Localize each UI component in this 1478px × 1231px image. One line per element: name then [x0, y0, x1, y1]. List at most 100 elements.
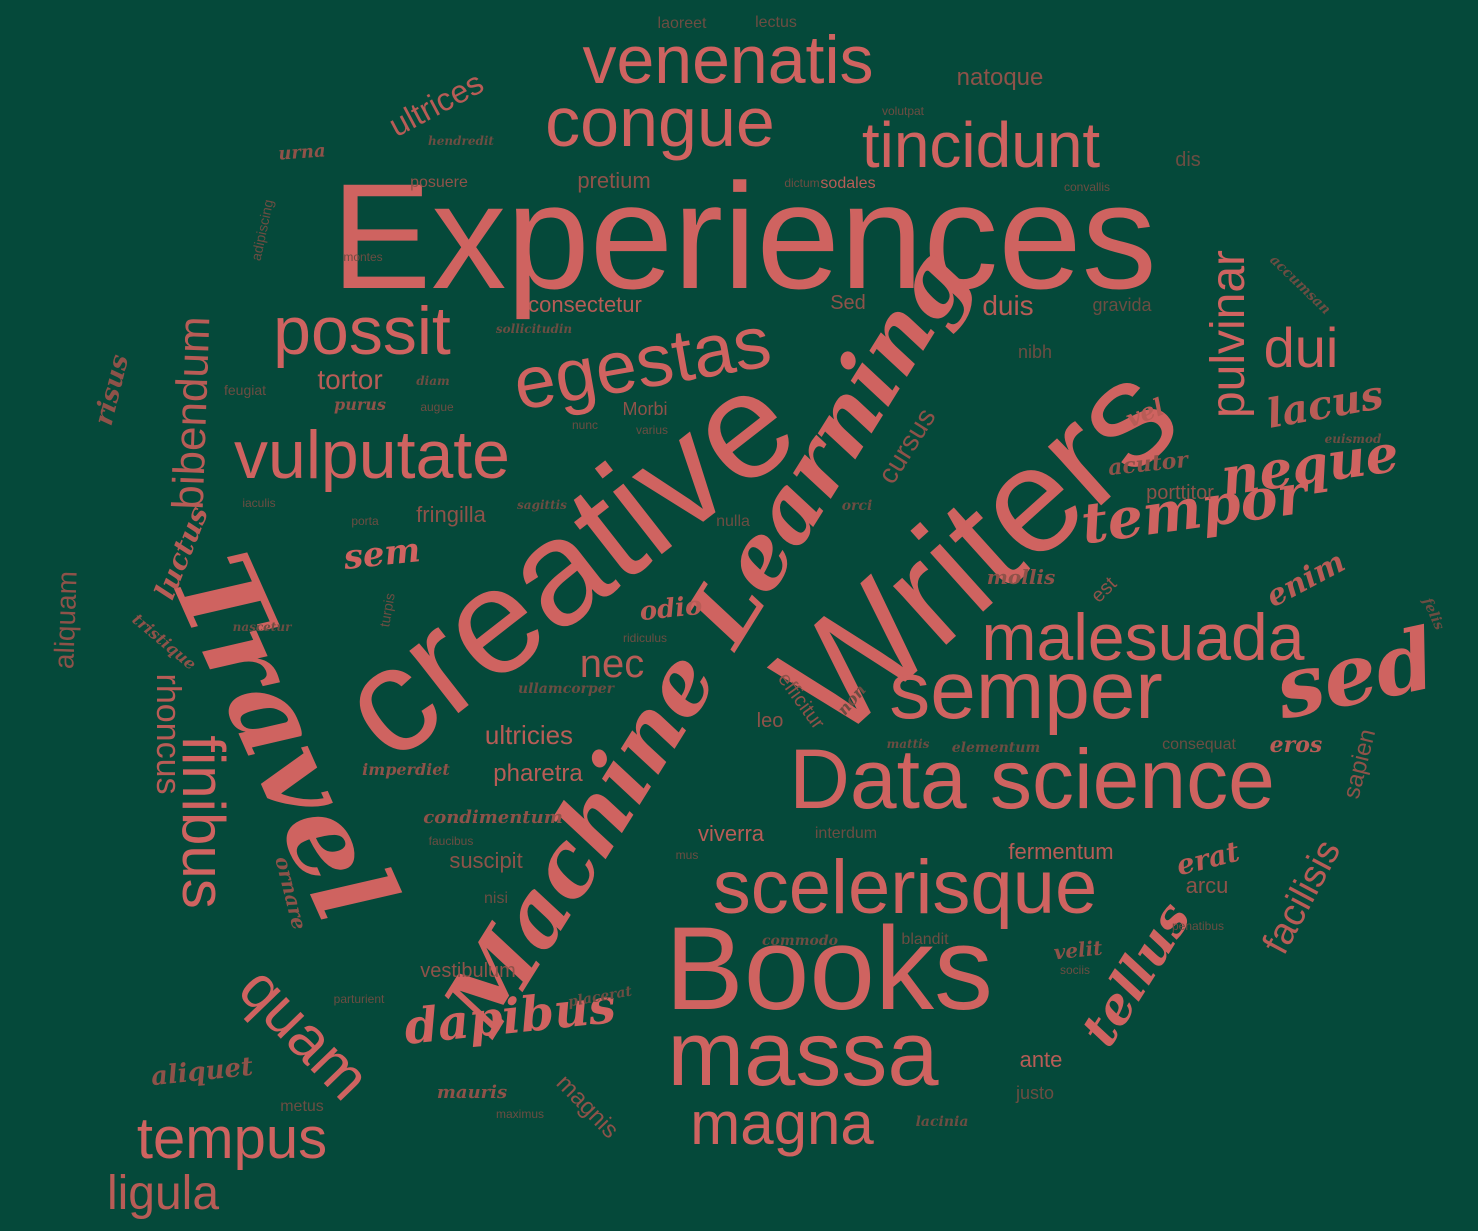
word-magnis: magnis	[550, 1069, 624, 1144]
word-odio: odio	[638, 590, 704, 628]
word-metus: metus	[280, 1098, 324, 1115]
word-lacinia: lacinia	[915, 1114, 969, 1130]
word-montes: montes	[343, 250, 383, 264]
word-posuere: posuere	[410, 174, 468, 191]
word-malesuada: malesuada	[981, 600, 1305, 674]
word-porttitor: porttitor	[1146, 482, 1214, 504]
word-consequat: consequat	[1162, 736, 1236, 753]
word-tortor: tortor	[317, 364, 383, 395]
word-bibendum: bibendum	[163, 315, 220, 511]
word-volutpat: volutpat	[881, 104, 925, 118]
word-parturient: parturient	[333, 992, 385, 1006]
word-data-science: Data science	[789, 732, 1275, 826]
word-justo: justo	[1015, 1083, 1055, 1103]
word-sociis: sociis	[1059, 963, 1091, 977]
word-nunc: nunc	[571, 418, 599, 432]
word-suscipit: suscipit	[449, 848, 523, 873]
word-mauris: mauris	[436, 1082, 508, 1103]
word-nisi: nisi	[483, 890, 509, 907]
word-laoreet: laoreet	[657, 15, 707, 32]
word-sem: sem	[341, 530, 423, 578]
word-orci: orci	[841, 498, 873, 514]
word-scelerisque: scelerisque	[712, 845, 1098, 930]
word-ridiculus: ridiculus	[622, 631, 668, 645]
word-sed: Sed	[830, 292, 866, 314]
word-aliquet: aliquet	[149, 1051, 255, 1093]
word-dui: dui	[1263, 316, 1339, 379]
word-maximus: maximus	[495, 1107, 545, 1121]
word-ullamcorper: ullamcorper	[517, 681, 615, 697]
word-velit: velit	[1052, 935, 1104, 965]
word-tempus: tempus	[136, 1106, 328, 1171]
word-mattis: mattis	[886, 737, 930, 751]
word-nibh: nibh	[1017, 342, 1053, 362]
word-feugiat: feugiat	[223, 382, 267, 398]
word-iaculis: iaculis	[242, 496, 276, 510]
word-massa: massa	[667, 1003, 939, 1105]
word-rhoncus: rhoncus	[149, 673, 187, 795]
word-accumsan: accumsan	[1266, 252, 1334, 318]
word-eros: eros	[1269, 732, 1323, 758]
word-augue: augue	[420, 400, 454, 414]
word-possit: possit	[273, 293, 451, 369]
word-pharetra: pharetra	[493, 760, 583, 787]
word-erat: erat	[1173, 834, 1243, 883]
word-vulputate: vulputate	[234, 417, 510, 493]
word-sapien: sapien	[1337, 726, 1382, 802]
word-urna: urna	[277, 140, 327, 165]
word-aliquam: aliquam	[48, 570, 83, 670]
word-purus: purus	[334, 395, 386, 414]
word-sagittis: sagittis	[517, 498, 567, 512]
word-dis: dis	[1175, 149, 1201, 171]
word-fermentum: fermentum	[1008, 839, 1114, 864]
word-tincidunt: tincidunt	[861, 109, 1101, 181]
word-pulvinar: pulvinar	[1202, 249, 1255, 419]
word-magna: magna	[690, 1090, 874, 1157]
word-mollis: mollis	[986, 565, 1056, 589]
word-sollicitudin: sollicitudin	[495, 322, 573, 336]
word-interdum: interdum	[814, 825, 878, 842]
word-consectetur: consectetur	[528, 292, 642, 317]
word-congue: congue	[545, 83, 775, 161]
word-nec: nec	[579, 642, 645, 686]
word-adipiscing: adipiscing	[247, 197, 277, 263]
word-vestibulum: vestibulum	[420, 960, 516, 982]
word-arcu: arcu	[1185, 873, 1229, 898]
word-convallis: convallis	[1063, 180, 1111, 194]
word-faucibus: faucibus	[428, 834, 474, 848]
word-hendredit: hendredit	[428, 134, 494, 148]
word-commodo: commodo	[762, 933, 838, 949]
word-ligula: ligula	[106, 1167, 220, 1220]
word-porta: porta	[351, 514, 379, 528]
word-sodales: sodales	[820, 175, 876, 192]
word-euismod: euismod	[1324, 432, 1382, 446]
word-venenatis: venenatis	[582, 22, 874, 98]
word-quam: quam	[225, 953, 384, 1114]
word-mus: mus	[675, 848, 699, 862]
word-enim: enim	[1260, 544, 1352, 615]
word-ultrices: ultrices	[382, 64, 490, 144]
word-condimentum: condimentum	[423, 807, 563, 828]
word-semper: semper	[889, 645, 1163, 736]
word-facilisis: facilisis	[1254, 833, 1350, 961]
word-ante: ante	[1019, 1047, 1063, 1072]
word-dictum: dictum	[784, 176, 820, 190]
word-duis: duis	[982, 290, 1034, 321]
word-leo: leo	[756, 710, 784, 732]
word-blandit: blandit	[901, 931, 949, 948]
word-morbi: Morbi	[622, 399, 668, 419]
word-penatibus: penatibus	[1171, 919, 1225, 933]
word-varius: varius	[635, 423, 669, 437]
word-lectus: lectus	[755, 14, 797, 31]
word-fringilla: fringilla	[416, 502, 486, 527]
word-nascetur: nascetur	[232, 620, 292, 634]
word-ultricies: ultricies	[484, 720, 574, 750]
word-diam: diam	[416, 374, 450, 388]
word-experiences: Experiences	[331, 152, 1157, 320]
word-elementum: elementum	[951, 740, 1041, 756]
word-risus: risus	[88, 351, 136, 429]
word-viverra: viverra	[697, 821, 765, 846]
word-nulla: nulla	[716, 513, 750, 530]
word-pretium: pretium	[577, 168, 651, 193]
